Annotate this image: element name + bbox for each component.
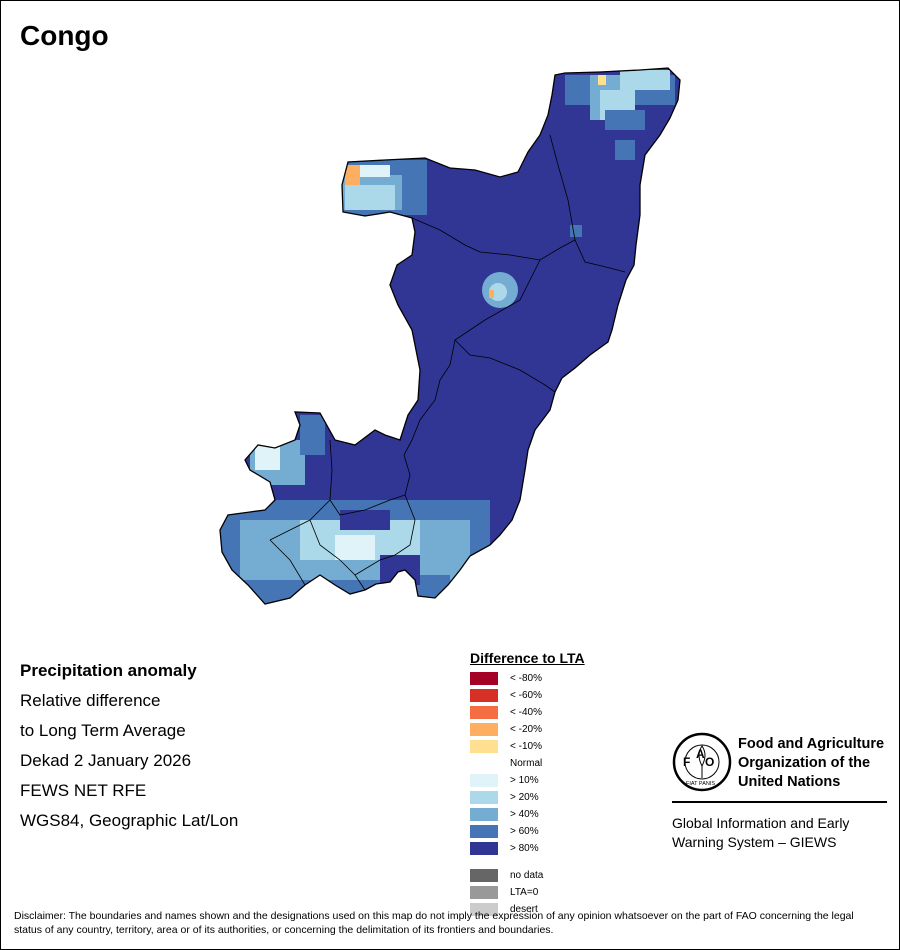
- legend-label: < -80%: [510, 673, 542, 684]
- admin-boundary: [454, 339, 556, 393]
- legend-swatch: [470, 791, 498, 804]
- logo-motto: FIAT PANIS: [686, 781, 715, 787]
- legend-item: Normal: [470, 755, 585, 772]
- admin-boundary: [403, 379, 441, 456]
- legend-swatch: [470, 825, 498, 838]
- system-name: Global Information and Early Warning Sys…: [672, 815, 850, 850]
- legend-label: > 40%: [510, 809, 539, 820]
- anomaly-patch: [598, 75, 606, 85]
- divider: [672, 801, 887, 803]
- legend-label: > 80%: [510, 843, 539, 854]
- admin-boundary: [269, 439, 333, 541]
- admin-boundary: [269, 539, 306, 586]
- legend-swatch: [470, 869, 498, 882]
- legend-item: < -40%: [470, 704, 585, 721]
- legend-classes: < -80% < -60% < -40% < -20% < -10% Normal > 10…: [470, 670, 585, 857]
- anomaly-patch: [380, 555, 420, 585]
- anomaly-patch: [340, 510, 390, 530]
- legend: Difference to LTA < -80% < -60% < -40% < -2…: [470, 650, 585, 918]
- anomaly-patch: [570, 225, 582, 237]
- anomaly-patch: [615, 140, 635, 160]
- country-map: [219, 67, 681, 605]
- legend-item: > 20%: [470, 789, 585, 806]
- legend-item: LTA=0: [470, 884, 585, 901]
- anomaly-patch: [345, 165, 360, 185]
- legend-swatch: [470, 689, 498, 702]
- legend-swatch: [470, 740, 498, 753]
- legend-swatch: [470, 723, 498, 736]
- legend-label: no data: [510, 870, 544, 881]
- admin-boundaries: [269, 134, 626, 591]
- fao-logo-icon: F O A FIAT PANIS: [672, 732, 732, 792]
- map-info: Precipitation anomaly Relative differenc…: [20, 656, 238, 836]
- legend-title: Difference to LTA: [470, 650, 585, 666]
- legend-swatch: [470, 706, 498, 719]
- info-line: Relative difference: [20, 691, 161, 710]
- admin-boundary: [329, 454, 411, 516]
- legend-swatch: [470, 842, 498, 855]
- info-line: FEWS NET RFE: [20, 781, 147, 800]
- map-title: Congo: [20, 20, 109, 51]
- legend-swatch: [470, 886, 498, 899]
- info-line: Dekad 2 January 2026: [20, 751, 192, 770]
- admin-boundary: [309, 519, 366, 591]
- info-heading: Precipitation anomaly: [20, 661, 197, 680]
- info-line: to Long Term Average: [20, 721, 186, 740]
- logo-letter: O: [705, 755, 714, 769]
- legend-label: > 10%: [510, 775, 539, 786]
- disclaimer: Disclaimer: The boundaries and names sho…: [14, 910, 854, 936]
- logo-letter: A: [696, 747, 705, 761]
- organization-name: Food and Agriculture Organization of the…: [738, 736, 885, 790]
- legend-label: > 20%: [510, 792, 539, 803]
- legend-item: < -20%: [470, 721, 585, 738]
- legend-item: < -60%: [470, 687, 585, 704]
- anomaly-patch: [255, 445, 280, 470]
- anomaly-patch: [620, 70, 670, 90]
- info-line: WGS84, Geographic Lat/Lon: [20, 811, 239, 830]
- admin-boundary: [439, 259, 541, 381]
- legend-swatch: [470, 672, 498, 685]
- legend-label: LTA=0: [510, 887, 539, 898]
- legend-item: < -10%: [470, 738, 585, 755]
- legend-swatch: [470, 757, 498, 770]
- anomaly-patch: [300, 415, 325, 455]
- legend-item: > 10%: [470, 772, 585, 789]
- legend-item: < -80%: [470, 670, 585, 687]
- legend-item: no data: [470, 867, 585, 884]
- legend-label: < -10%: [510, 741, 542, 752]
- legend-item: > 40%: [470, 806, 585, 823]
- legend-swatch: [470, 903, 498, 916]
- admin-boundary: [574, 239, 626, 273]
- anomaly-patch: [605, 110, 645, 130]
- legend-label: desert: [510, 904, 538, 915]
- legend-label: < -40%: [510, 707, 542, 718]
- legend-label: > 60%: [510, 826, 539, 837]
- legend-item: desert: [470, 901, 585, 918]
- legend-swatch: [470, 808, 498, 821]
- legend-label: < -20%: [510, 724, 542, 735]
- legend-item: > 80%: [470, 840, 585, 857]
- legend-item: > 60%: [470, 823, 585, 840]
- anomaly-patch: [335, 535, 375, 560]
- anomaly-patch: [345, 185, 395, 210]
- legend-label: Normal: [510, 758, 543, 769]
- logo-letter: F: [683, 755, 690, 769]
- legend-label: < -60%: [510, 690, 542, 701]
- admin-boundary: [354, 494, 416, 576]
- anomaly-patch: [489, 290, 494, 298]
- anomaly-patch: [360, 165, 390, 177]
- legend-extra: no data LTA=0 desert: [470, 867, 585, 918]
- anomaly-raster: [220, 68, 680, 604]
- legend-swatch: [470, 774, 498, 787]
